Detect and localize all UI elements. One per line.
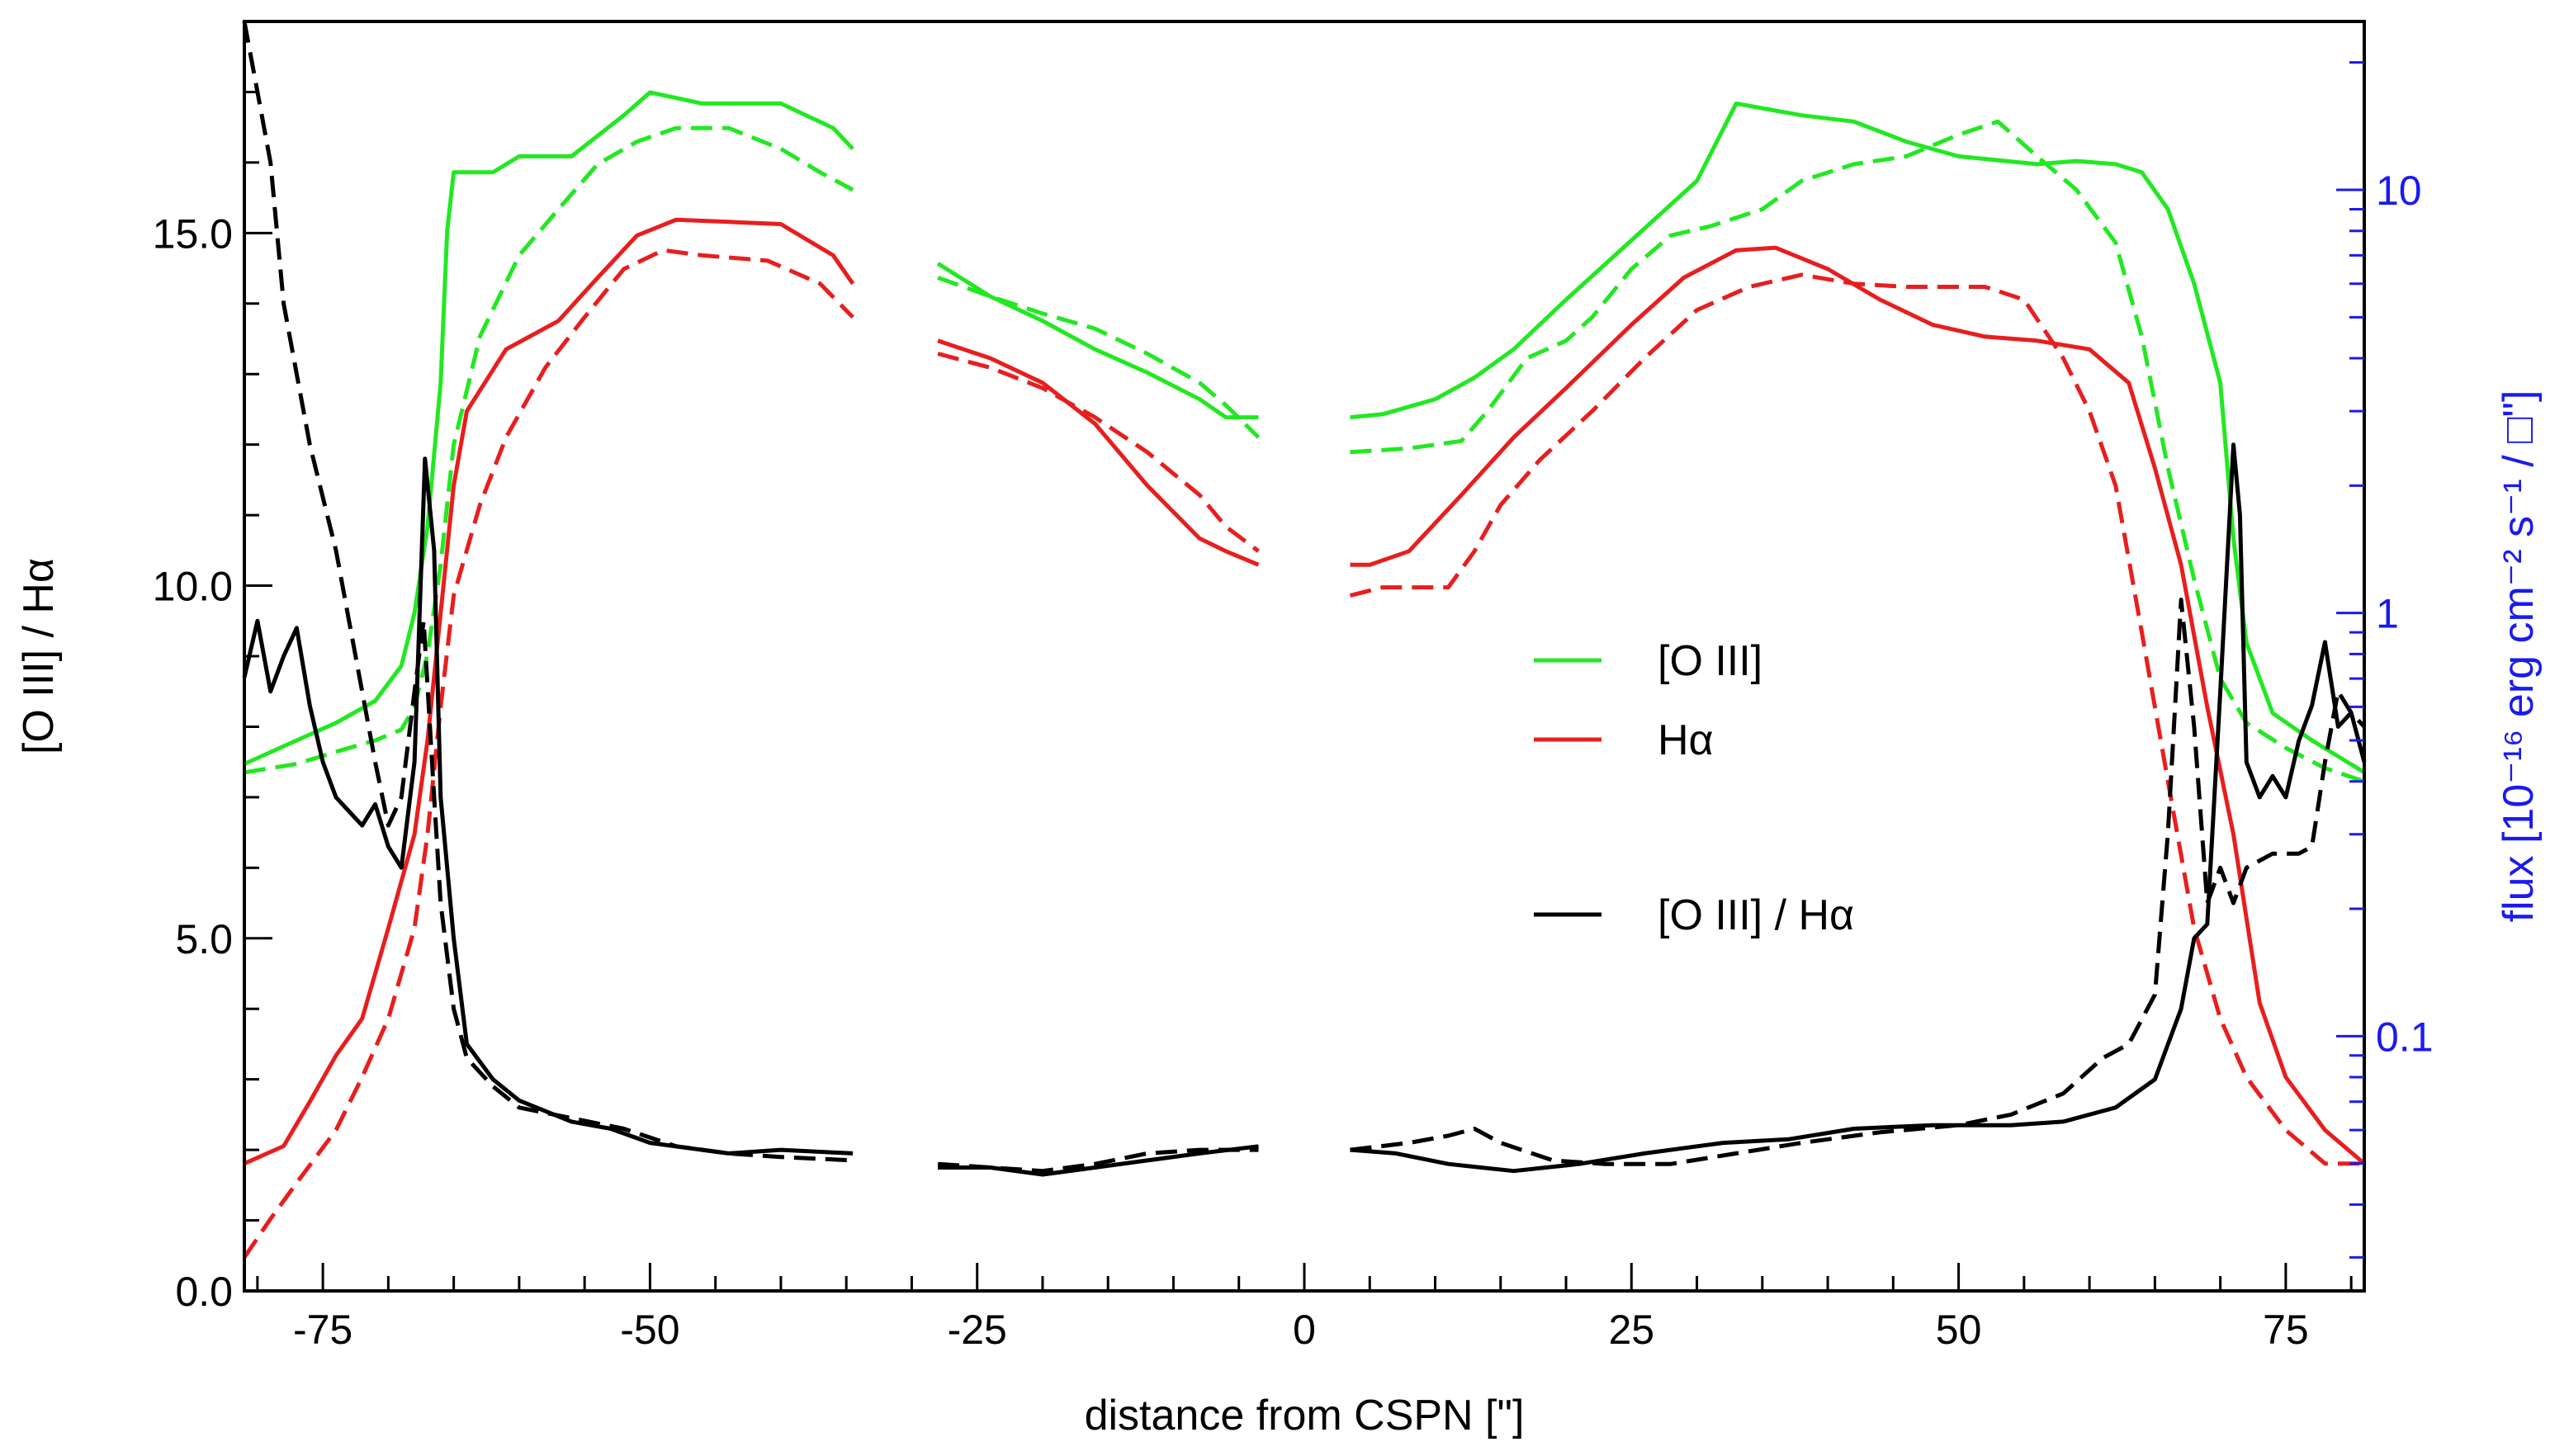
legend-label-ratio: [O III] / Hα — [1658, 891, 1854, 939]
y-tick-label: 0.0 — [175, 1269, 233, 1315]
series-oiii-dashed-segment-0 — [244, 125, 854, 775]
legend: [O III] Hα [O III] / Hα — [1534, 637, 1854, 939]
series-ratio-dashed-segment-1 — [937, 1147, 1259, 1174]
series-halpha-solid-segment-2 — [1350, 245, 2366, 1165]
y-tick-label: 15.0 — [153, 210, 233, 257]
x-tick-label: -50 — [620, 1307, 679, 1353]
x-tick-label: -25 — [948, 1307, 1007, 1353]
bottom-axis-ticks: -75 -50 -25 0 25 50 75 — [256, 1263, 2353, 1353]
x-tick-label: 75 — [2263, 1307, 2309, 1353]
y-right-tick-label: 0.1 — [2376, 1014, 2434, 1060]
series-oiii-solid-segment-0 — [243, 90, 854, 766]
series-halpha-dashed-segment-1 — [937, 352, 1261, 553]
y-tick-label: 10.0 — [153, 564, 233, 610]
series-halpha-solid-segment-1 — [937, 338, 1260, 567]
x-tick-label: 50 — [1936, 1307, 1982, 1353]
x-tick-label: 25 — [1608, 1307, 1654, 1353]
legend-label-oiii: [O III] — [1658, 637, 1762, 685]
x-tick-label: 0 — [1293, 1307, 1316, 1353]
legend-label-halpha: Hα — [1658, 716, 1714, 764]
y-axis-right-title: flux [10⁻¹⁶ erg cm⁻² s⁻¹ / □"] — [2495, 390, 2543, 923]
series-halpha-dashed-segment-0 — [242, 248, 854, 1259]
y-right-tick-label: 10 — [2376, 168, 2422, 214]
right-axis-ticks: 0.1 1 10 — [2336, 61, 2434, 1259]
series-ratio-dashed-segment-0 — [242, 21, 854, 1163]
series-ratio-solid-segment-2 — [1350, 442, 2367, 1174]
series-halpha-dashed-segment-2 — [1349, 272, 2364, 1166]
series-layer — [242, 21, 2367, 1259]
series-ratio-solid-segment-0 — [242, 456, 854, 1156]
left-axis-ticks: 0.0 5.0 10.0 15.0 — [153, 20, 272, 1315]
x-tick-label: -75 — [293, 1307, 352, 1353]
series-oiii-dashed-segment-1 — [937, 276, 1261, 439]
series-oiii-solid-segment-2 — [1350, 101, 2366, 774]
series-ratio-dashed-segment-2 — [1350, 598, 2366, 1166]
y-right-tick-label: 1 — [2376, 591, 2399, 637]
y-axis-title: [O III] / Hα — [15, 558, 63, 754]
series-oiii-dashed-segment-2 — [1350, 119, 2365, 784]
y-tick-label: 5.0 — [175, 916, 233, 962]
x-axis-title: distance from CSPN ["] — [1085, 1392, 1525, 1439]
series-halpha-solid-segment-0 — [243, 217, 855, 1165]
